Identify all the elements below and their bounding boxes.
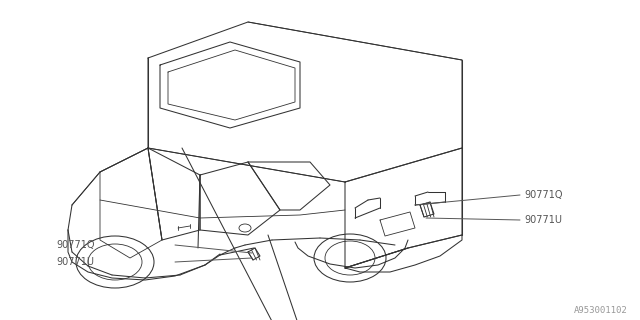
Text: A953001102: A953001102 xyxy=(574,306,628,315)
Text: 90771U: 90771U xyxy=(524,215,562,225)
Text: 90771U: 90771U xyxy=(56,257,94,267)
Text: 90771Q: 90771Q xyxy=(524,190,563,200)
Text: 90771Q: 90771Q xyxy=(56,240,95,250)
